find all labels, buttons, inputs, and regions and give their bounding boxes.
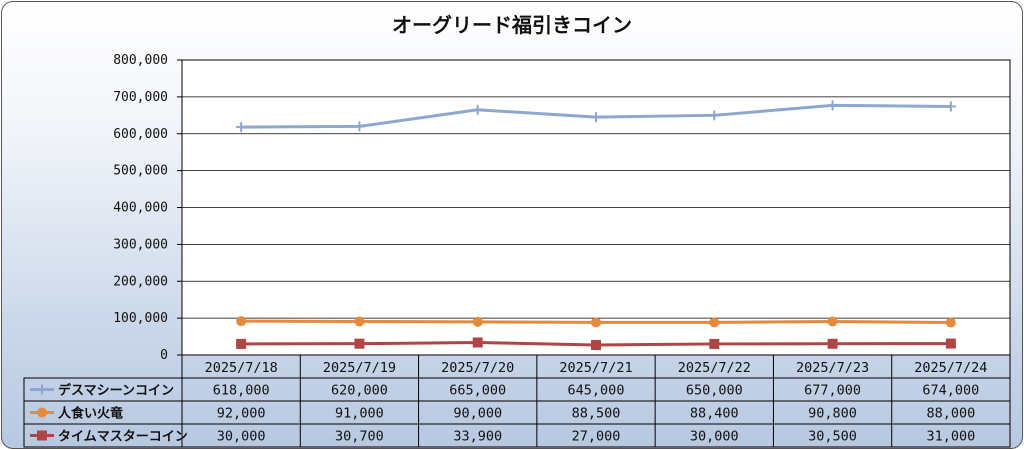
y-tick-label: 400,000 xyxy=(113,201,168,216)
data-table-cell: 88,000 xyxy=(926,406,975,422)
x-category-label: 2025/7/22 xyxy=(678,360,751,376)
data-table-cell: 30,000 xyxy=(217,429,266,445)
data-table-cell: 92,000 xyxy=(217,406,266,422)
data-point xyxy=(354,316,365,327)
data-point xyxy=(945,317,956,328)
data-point xyxy=(236,338,247,349)
data-point xyxy=(354,338,365,349)
data-table-cell: 30,700 xyxy=(335,429,384,445)
x-category-label: 2025/7/19 xyxy=(323,360,396,376)
y-tick-label: 800,000 xyxy=(113,53,168,68)
data-table-cell: 90,800 xyxy=(808,406,857,422)
data-table-cell: 90,000 xyxy=(453,406,502,422)
legend-series-name: 人食い火竜 xyxy=(58,406,123,422)
data-table-cell: 674,000 xyxy=(922,383,979,399)
legend-key-marker xyxy=(37,407,47,418)
data-point xyxy=(827,338,838,349)
legend-series-name: タイムマスターコイン xyxy=(58,430,188,445)
y-tick-label: 300,000 xyxy=(113,237,168,252)
x-category-label: 2025/7/24 xyxy=(914,360,987,376)
data-table-cell: 31,000 xyxy=(926,429,975,445)
data-table-cell: 665,000 xyxy=(449,383,506,399)
data-point xyxy=(709,338,720,349)
x-category-label: 2025/7/20 xyxy=(441,360,514,376)
data-table-cell: 27,000 xyxy=(572,429,621,445)
data-point xyxy=(709,317,720,328)
legend-key-marker xyxy=(37,430,47,441)
y-tick-label: 700,000 xyxy=(113,90,168,105)
data-table-cell: 88,500 xyxy=(572,406,621,422)
data-table-cell: 650,000 xyxy=(686,383,743,399)
data-table-cell: 618,000 xyxy=(213,383,270,399)
x-category-label: 2025/7/21 xyxy=(559,360,632,376)
data-table-cell: 33,900 xyxy=(453,429,502,445)
x-category-label: 2025/7/23 xyxy=(796,360,869,376)
chart-title: オーグリード福引きコイン xyxy=(392,13,632,37)
data-table-cell: 30,500 xyxy=(808,429,857,445)
data-point xyxy=(827,316,838,327)
y-tick-label: 100,000 xyxy=(113,311,168,326)
data-point xyxy=(945,338,956,349)
legend-series-name: デスマシーンコイン xyxy=(58,383,174,399)
data-table-cell: 91,000 xyxy=(335,406,384,422)
data-point xyxy=(472,337,483,348)
y-tick-label: 0 xyxy=(160,348,168,363)
y-tick-label: 200,000 xyxy=(113,274,168,289)
data-table-cell: 677,000 xyxy=(804,383,861,399)
data-point xyxy=(591,317,601,328)
data-table-cell: 645,000 xyxy=(568,383,625,399)
y-tick-label: 500,000 xyxy=(113,164,168,179)
data-point xyxy=(472,316,483,327)
y-tick-label: 600,000 xyxy=(113,127,168,142)
data-point xyxy=(591,340,601,351)
data-table-cell: 30,000 xyxy=(690,429,739,445)
x-category-label: 2025/7/18 xyxy=(205,360,278,376)
data-point xyxy=(236,316,247,327)
data-table-cell: 88,400 xyxy=(690,406,739,422)
data-table-cell: 620,000 xyxy=(331,383,388,399)
